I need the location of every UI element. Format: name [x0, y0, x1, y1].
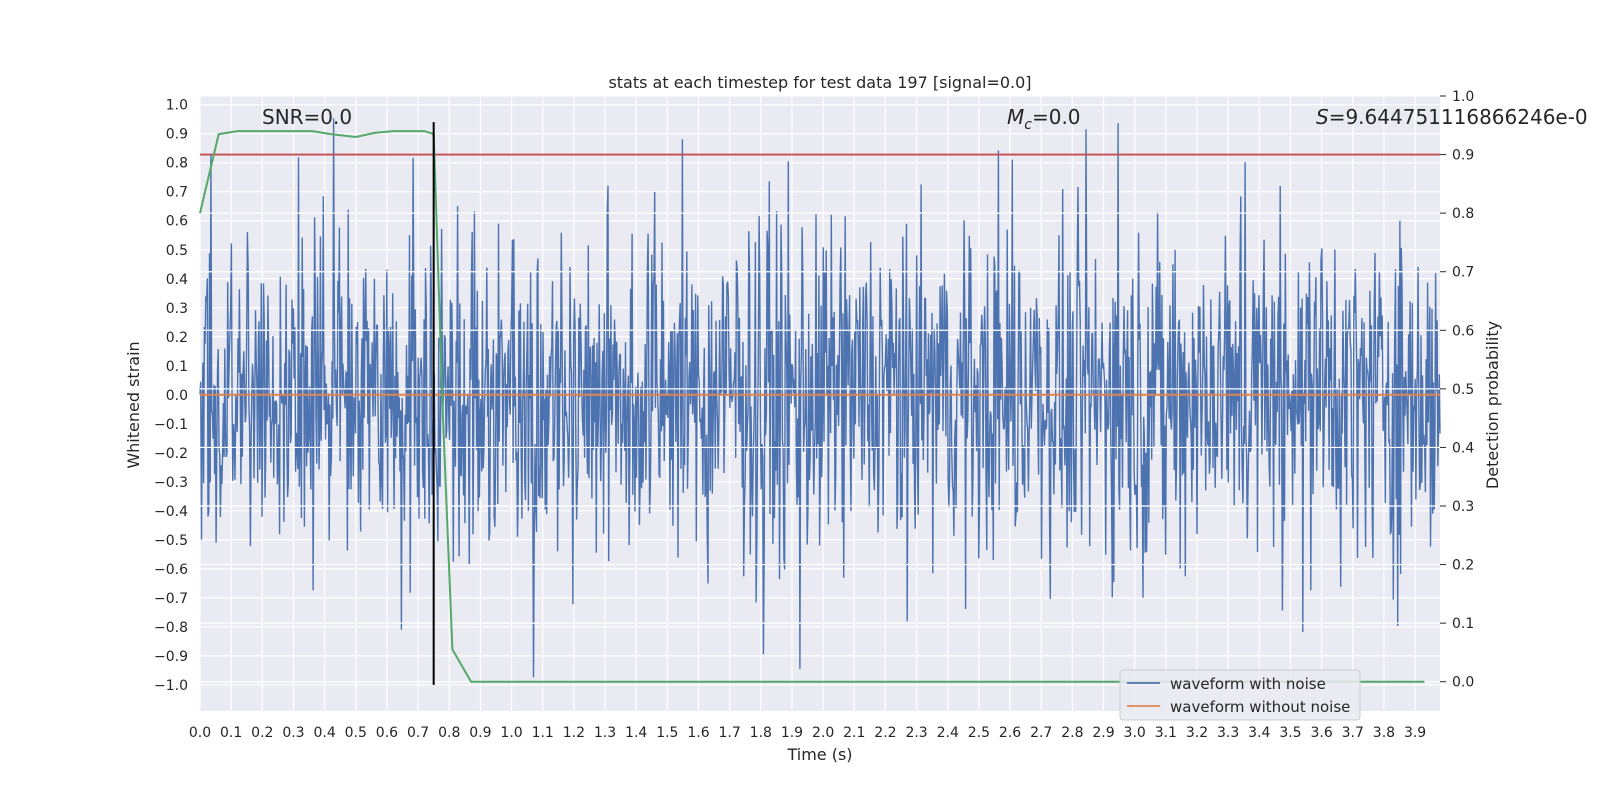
y2-tick-label: 0.2	[1452, 558, 1474, 574]
legend-label-clean: waveform without noise	[1170, 698, 1350, 716]
y2-tick-label: 1.0	[1452, 89, 1474, 105]
x-tick-label: 3.5	[1279, 725, 1301, 741]
series-detection-probability	[199, 130, 1425, 683]
x-tick-label: 0.4	[313, 725, 335, 741]
y2-tick-label: 0.9	[1452, 148, 1474, 164]
x-tick-label: 2.6	[999, 725, 1021, 741]
x-tick-label: 2.7	[1030, 725, 1052, 741]
y-tick-label: 0.9	[166, 127, 188, 143]
x-tick-label: 1.6	[687, 725, 709, 741]
x-tick-label: 0.5	[345, 725, 367, 741]
x-tick-label: 1.9	[781, 725, 803, 741]
x-tick-label: 1.2	[563, 725, 585, 741]
x-tick-label: 0.7	[407, 725, 429, 741]
y2-tick-labels: 1.0 0.9 0.8 0.7 0.6 0.5 0.4 0.3 0.2 0.1 0.0	[1440, 89, 1474, 691]
x-tick-label: 1.4	[625, 725, 647, 741]
y2-axis-label: Detection probability	[1483, 321, 1502, 489]
x-tick-labels: 0.0 0.1 0.2 0.3 0.4 0.5 0.6 0.7 0.8 0.9 1.0 1.1 1.2 1…	[189, 725, 1426, 741]
y-axis-label: Whitened strain	[124, 341, 143, 468]
y-tick-label: 0.2	[166, 330, 188, 346]
y-tick-label: −0.1	[154, 417, 188, 433]
y-tick-label: 0.8	[166, 156, 188, 172]
y2-tick-label: 0.1	[1452, 616, 1474, 632]
y2-tick-label: 0.3	[1452, 499, 1474, 515]
x-tick-label: 2.8	[1061, 725, 1083, 741]
y-tick-label: 0.6	[166, 214, 188, 230]
x-tick-label: 3.9	[1404, 725, 1426, 741]
y-tick-label: 1.0	[166, 98, 188, 114]
x-tick-label: 0.3	[282, 725, 304, 741]
y2-tick-label: 0.4	[1452, 440, 1474, 456]
chart-title: stats at each timestep for test data 197…	[608, 73, 1031, 92]
y-tick-label: 0.1	[166, 359, 188, 375]
x-tick-label: 2.0	[812, 725, 834, 741]
x-axis-label: Time (s)	[786, 745, 852, 764]
y-tick-labels: 1.0 0.9 0.8 0.7 0.6 0.5 0.4 0.3 0.2 0.1 0.0 −0.1 −0.…	[154, 98, 188, 694]
x-tick-label: 2.2	[874, 725, 896, 741]
x-tick-label: 2.9	[1092, 725, 1114, 741]
x-tick-label: 3.3	[1217, 725, 1239, 741]
y2-tick-label: 0.8	[1452, 206, 1474, 222]
x-tick-label: 0.1	[220, 725, 242, 741]
y-tick-label: 0.5	[166, 243, 188, 259]
y-tick-label: −0.4	[154, 504, 188, 520]
mc-annotation: Mc=0.0	[1007, 105, 1081, 133]
x-tick-label: 3.2	[1186, 725, 1208, 741]
x-tick-label: 3.1	[1155, 725, 1177, 741]
legend-label-noise: waveform with noise	[1170, 675, 1326, 693]
y-tick-label: −0.3	[154, 475, 188, 491]
x-tick-label: 1.7	[719, 725, 741, 741]
x-tick-label: 1.3	[594, 725, 616, 741]
x-tick-label: 0.0	[189, 725, 211, 741]
y2-tick-label: 0.0	[1452, 675, 1474, 691]
series-waveform-with-noise	[199, 118, 1441, 678]
y-tick-label: −0.9	[154, 649, 188, 665]
x-tick-label: 3.6	[1310, 725, 1332, 741]
y-tick-label: −0.5	[154, 533, 188, 549]
y-tick-label: −0.6	[154, 562, 188, 578]
y-tick-label: −0.2	[154, 446, 188, 462]
y2-tick-label: 0.7	[1452, 265, 1474, 281]
x-tick-label: 3.8	[1373, 725, 1395, 741]
x-tick-label: 3.4	[1248, 725, 1270, 741]
x-tick-label: 0.8	[438, 725, 460, 741]
x-tick-label: 1.1	[532, 725, 554, 741]
x-tick-label: 1.5	[656, 725, 678, 741]
x-tick-label: 2.1	[843, 725, 865, 741]
x-tick-label: 0.6	[376, 725, 398, 741]
y-tick-label: 0.7	[166, 185, 188, 201]
y-tick-label: −0.7	[154, 591, 188, 607]
y-tick-label: 0.4	[166, 272, 188, 288]
y-tick-label: 0.3	[166, 301, 188, 317]
legend-box	[1119, 669, 1361, 721]
x-tick-label: 2.5	[968, 725, 990, 741]
y2-tick-label: 0.5	[1452, 382, 1474, 398]
s-annotation: S=9.644751116866246e-0	[1316, 105, 1588, 129]
y-tick-label: −0.8	[154, 620, 188, 636]
x-tick-label: 3.0	[1124, 725, 1146, 741]
x-tick-label: 2.3	[905, 725, 927, 741]
x-tick-label: 1.8	[750, 725, 772, 741]
y-tick-label: −1.0	[154, 678, 188, 694]
snr-annotation: SNR=0.0	[262, 105, 352, 129]
x-tick-label: 0.2	[251, 725, 273, 741]
x-tick-label: 2.4	[937, 725, 959, 741]
x-tick-label: 3.7	[1342, 725, 1364, 741]
x-tick-label: 0.9	[469, 725, 491, 741]
y-tick-label: 0.0	[166, 388, 188, 404]
legend: waveform with noise waveform without noi…	[1119, 669, 1361, 721]
x-tick-label: 1.0	[500, 725, 522, 741]
y2-tick-label: 0.6	[1452, 323, 1474, 339]
